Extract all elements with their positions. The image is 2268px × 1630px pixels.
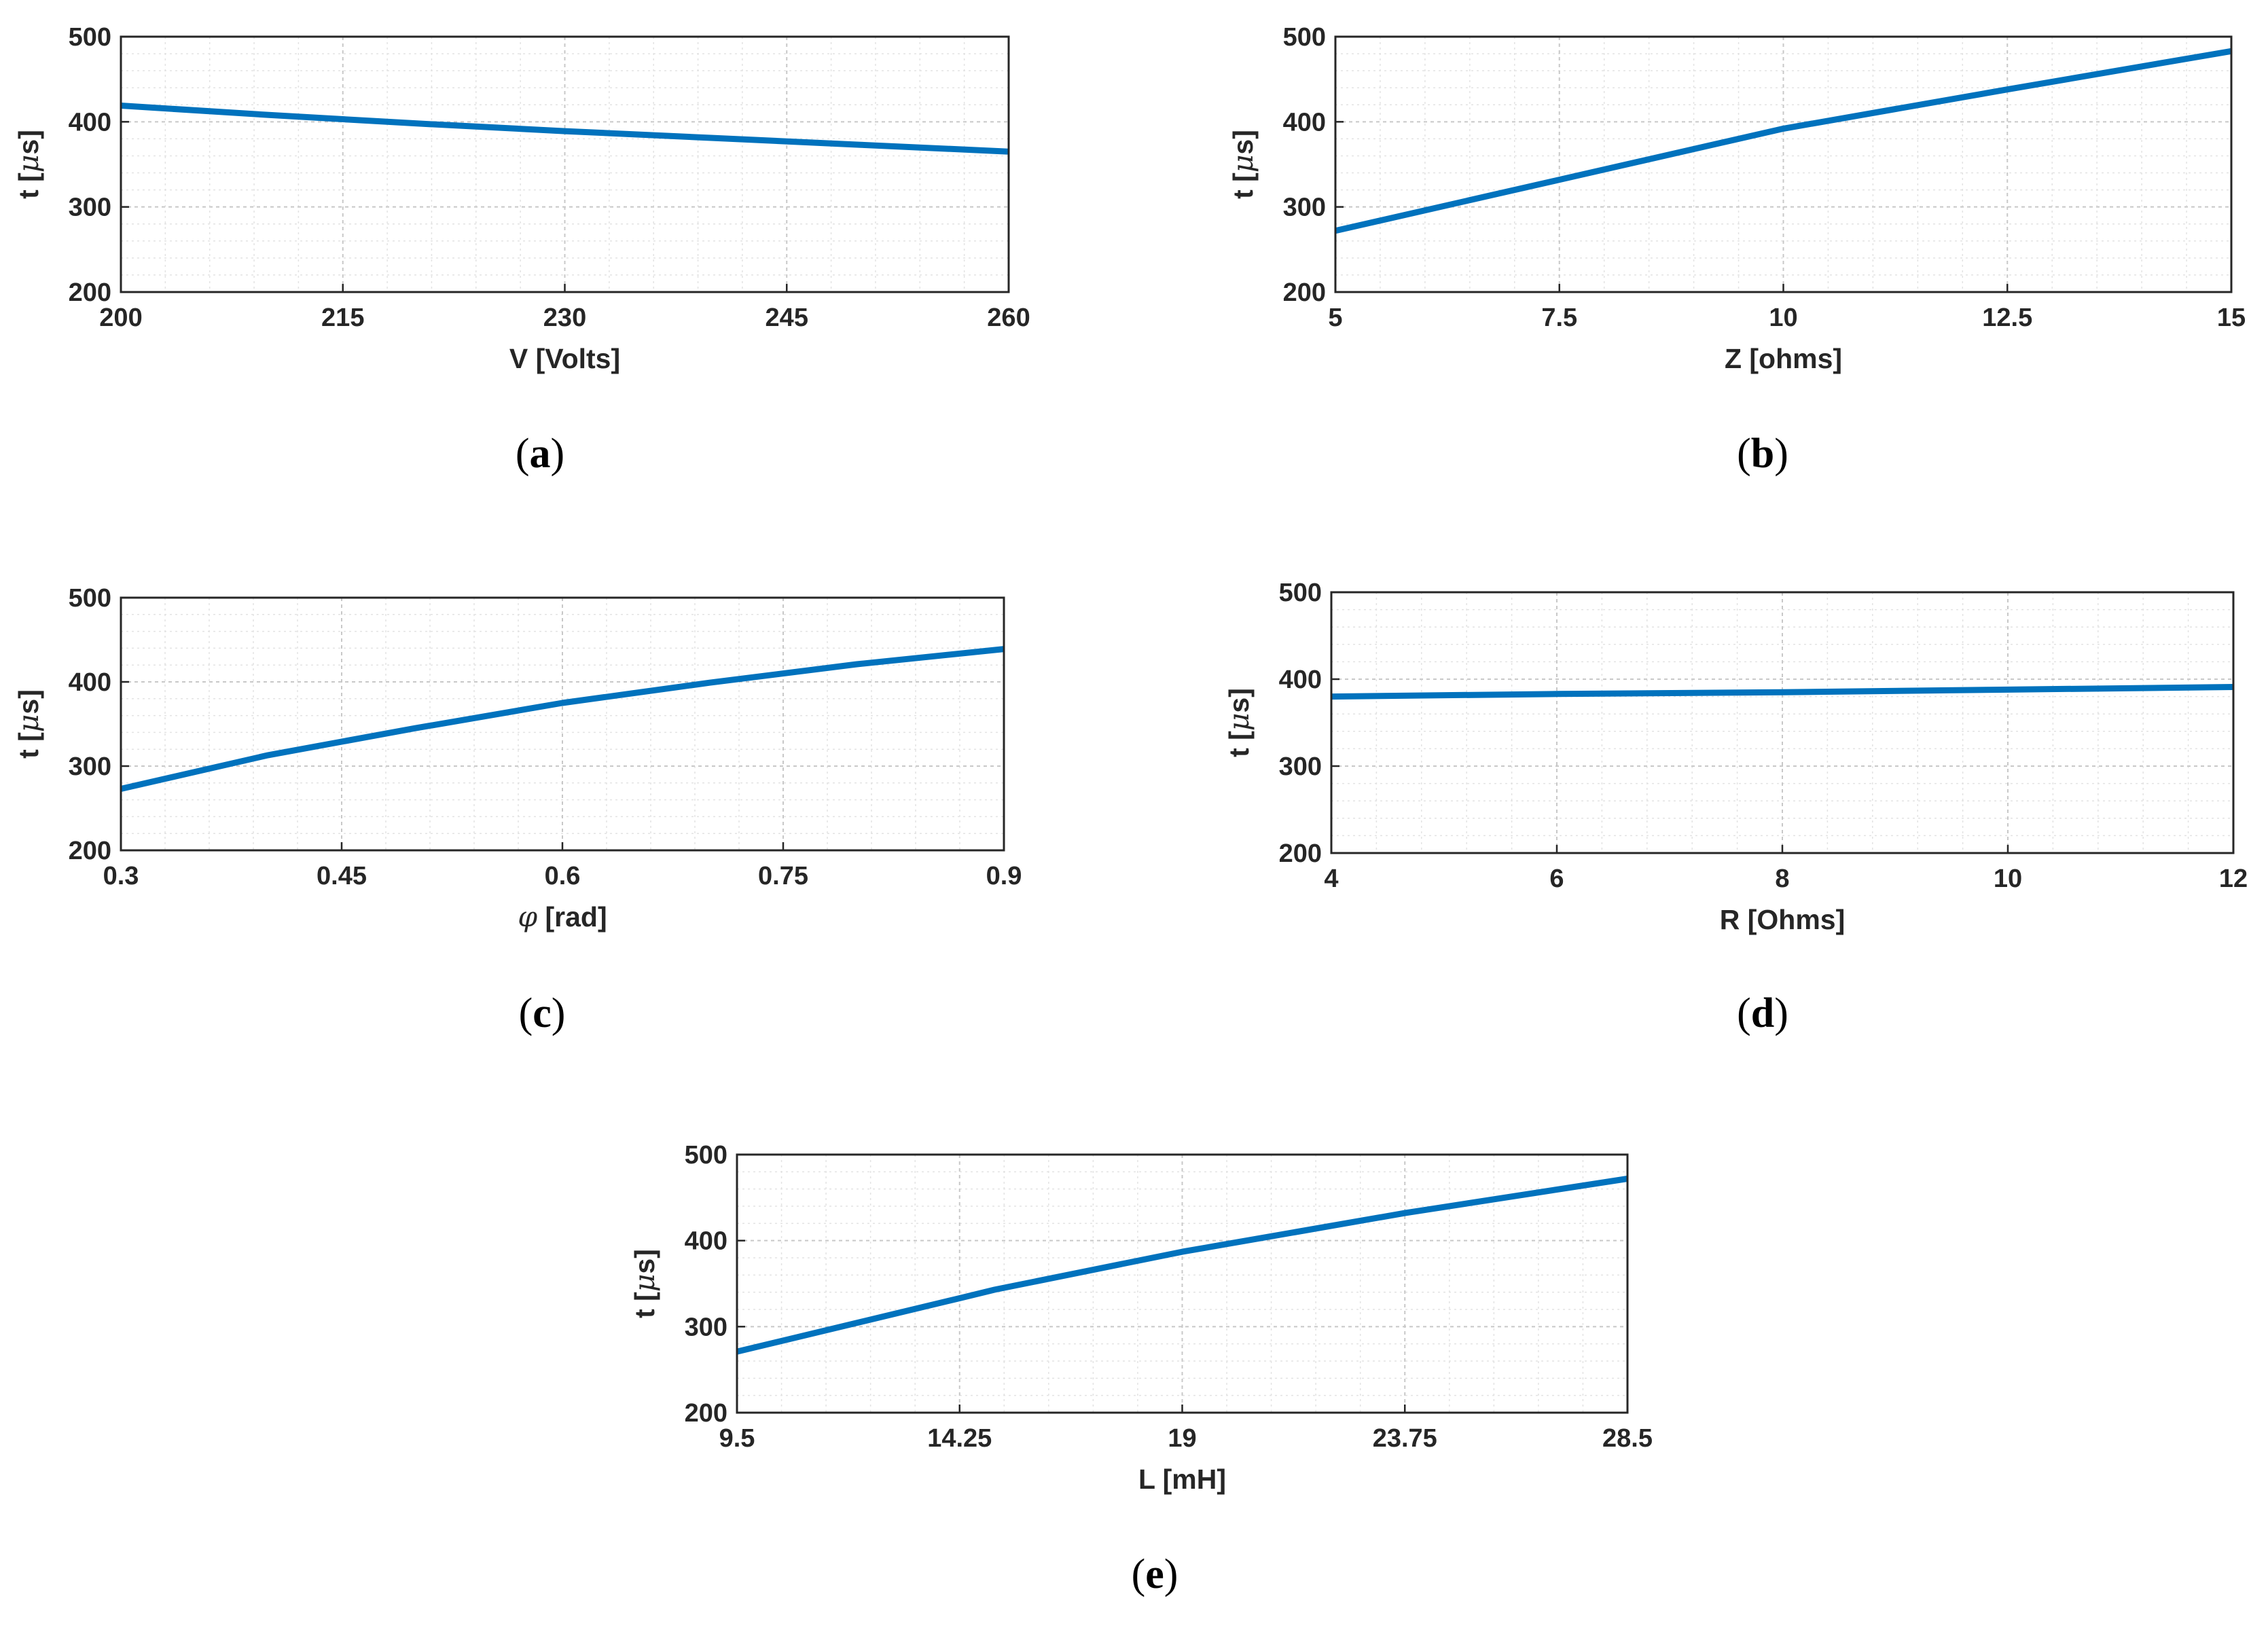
- y-tick-label: 400: [1279, 666, 1322, 694]
- y-tick-label: 500: [69, 23, 111, 52]
- y-tick-label: 400: [1283, 108, 1326, 137]
- y-tick-label: 200: [685, 1399, 727, 1428]
- panel-caption: (c): [519, 990, 566, 1036]
- x-tick-label: 260: [987, 304, 1030, 332]
- x-axis-label: Z [ohms]: [1725, 343, 1842, 374]
- x-tick-label: 0.45: [317, 862, 367, 890]
- x-tick-label: 23.75: [1373, 1424, 1437, 1453]
- panel-caption: (d): [1737, 990, 1788, 1036]
- panel-caption-letter: d: [1751, 990, 1774, 1036]
- x-tick-label: 12.5: [1982, 304, 2032, 332]
- x-axis-label: L [mH]: [1138, 1464, 1226, 1495]
- panel-b: 5 7.5 10 12.5 15 200 300 400 500 Z [ohms] t [μs] (b…: [1227, 23, 2246, 477]
- y-tick-label: 200: [1279, 839, 1322, 868]
- x-tick-label: 14.25: [927, 1424, 992, 1453]
- x-tick-label: 10: [1769, 304, 1797, 332]
- x-axis-label: V [Volts]: [509, 343, 620, 374]
- x-tick-label: 230: [543, 304, 586, 332]
- y-tick-label: 200: [69, 278, 111, 307]
- series-line: [1334, 48, 2232, 234]
- y-axis-label: t [μs]: [628, 1249, 661, 1318]
- y-axis-label: t [μs]: [12, 130, 45, 199]
- panel-caption: (a): [516, 431, 564, 477]
- x-tick-label: 6: [1549, 865, 1564, 893]
- y-tick-label: 300: [69, 194, 111, 222]
- y-tick-label: 400: [69, 108, 111, 137]
- x-tick-label: 0.3: [103, 862, 139, 890]
- series-line: [120, 103, 1009, 155]
- y-tick-label: 200: [1283, 278, 1326, 307]
- x-tick-label: 0.9: [986, 862, 1022, 890]
- y-tick-label: 200: [69, 837, 111, 865]
- panel-c: 0.3 0.45 0.6 0.75 0.9 200 300 400 500 φ [rad] t [μ…: [12, 584, 1022, 1036]
- series-line: [1331, 684, 2234, 700]
- x-tick-label: 4: [1324, 865, 1338, 893]
- x-tick-label: 28.5: [1602, 1424, 1653, 1453]
- panel-caption-letter: b: [1751, 431, 1774, 477]
- panel-caption-letter: a: [530, 431, 551, 477]
- panel-caption: (b): [1737, 431, 1788, 477]
- panel-e: 9.5 14.25 19 23.75 28.5 200 300 400 500 L [mH] t […: [628, 1141, 1653, 1597]
- x-tick-label: 12: [2219, 865, 2248, 893]
- x-tick-label: 215: [321, 304, 364, 332]
- x-tick-label: 15: [2217, 304, 2246, 332]
- x-tick-label: 0.6: [545, 862, 581, 890]
- x-tick-label: 10: [1994, 865, 2022, 893]
- y-tick-label: 300: [1283, 194, 1326, 222]
- series-line: [120, 646, 1005, 792]
- panel-a: 200 215 230 245 260 200 300 400 500 V [Volts] t [μ…: [12, 23, 1030, 477]
- y-tick-label: 300: [685, 1313, 727, 1341]
- y-tick-label: 300: [69, 753, 111, 781]
- y-tick-label: 500: [1279, 579, 1322, 607]
- y-axis-label: t [μs]: [1227, 130, 1259, 199]
- panel-d: 4 6 8 10 12 200 300 400 500 R [Ohms] t [μs] (d): [1223, 579, 2248, 1036]
- panel-caption-letter: c: [533, 990, 552, 1036]
- y-axis-label: t [μs]: [12, 689, 45, 759]
- y-tick-label: 300: [1279, 753, 1322, 781]
- panel-caption-letter: e: [1145, 1551, 1164, 1597]
- x-tick-label: 0.75: [758, 862, 808, 890]
- x-tick-label: 200: [99, 304, 142, 332]
- x-axis-label: R [Ohms]: [1720, 904, 1846, 935]
- x-tick-label: 245: [766, 304, 808, 332]
- y-tick-label: 400: [69, 668, 111, 697]
- x-tick-label: 8: [1775, 865, 1789, 893]
- x-tick-label: 7.5: [1541, 304, 1577, 332]
- x-tick-label: 9.5: [719, 1424, 755, 1453]
- series-line: [736, 1176, 1628, 1355]
- x-tick-label: 5: [1328, 304, 1342, 332]
- y-axis-label: t [μs]: [1223, 688, 1255, 757]
- y-tick-label: 500: [685, 1141, 727, 1170]
- x-axis-label: φ [rad]: [518, 901, 607, 933]
- y-tick-label: 500: [69, 584, 111, 613]
- x-tick-label: 19: [1168, 1424, 1196, 1453]
- panel-caption: (e): [1132, 1551, 1178, 1597]
- y-tick-label: 500: [1283, 23, 1326, 52]
- y-tick-label: 400: [685, 1227, 727, 1256]
